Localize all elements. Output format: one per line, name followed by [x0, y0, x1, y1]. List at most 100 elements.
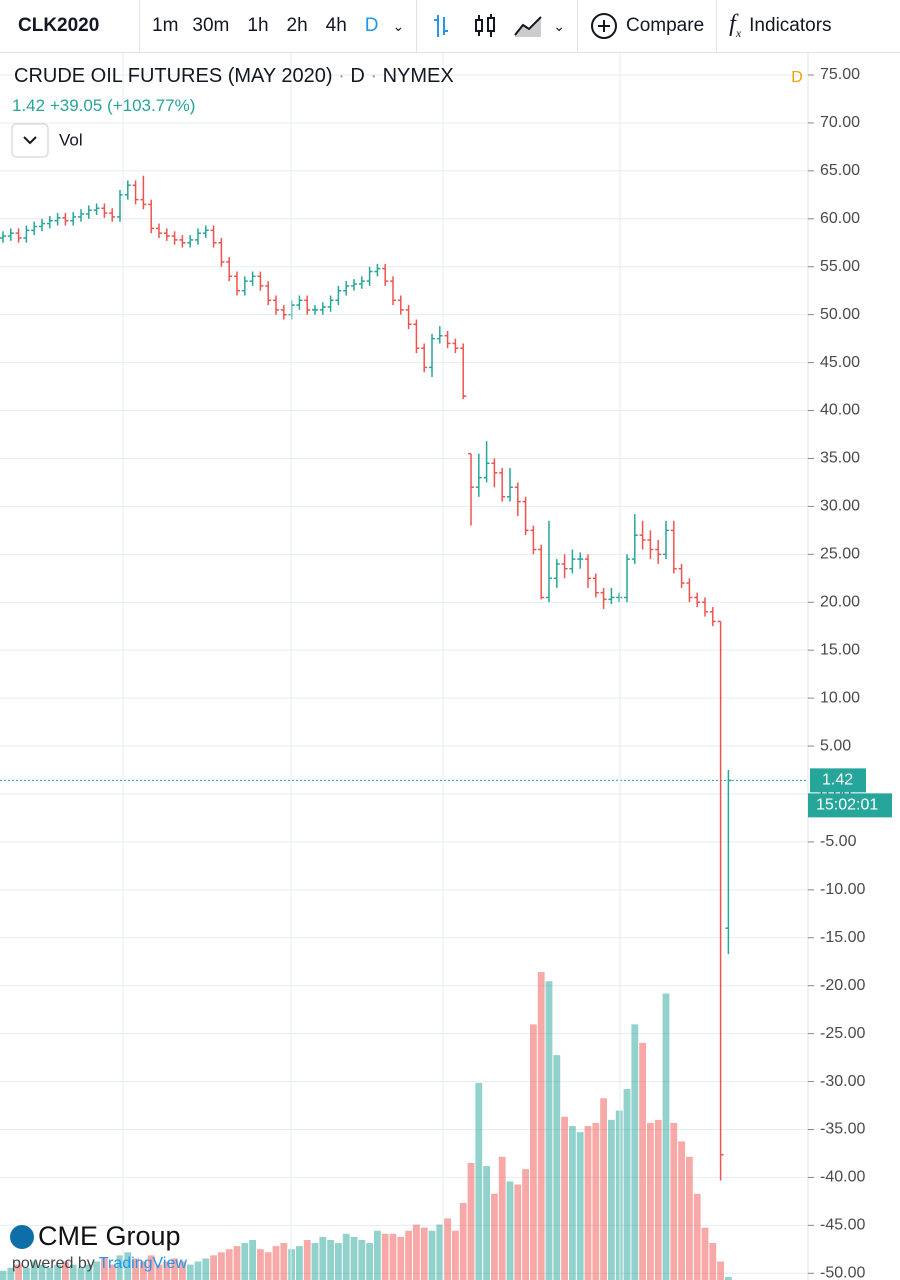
volume-bar	[147, 1255, 155, 1280]
collapse-button[interactable]	[11, 123, 49, 158]
volume-bar	[514, 1184, 522, 1280]
volume-bar	[101, 1258, 108, 1280]
volume-bar	[405, 1230, 412, 1280]
volume-bar	[506, 1181, 514, 1280]
powered: powered by	[12, 1255, 95, 1272]
volume-bar	[241, 1243, 249, 1280]
volume-bar	[69, 1264, 77, 1280]
volume-bar	[132, 1258, 139, 1280]
interval[interactable]: 1m	[152, 15, 179, 36]
volume-bar	[15, 1264, 22, 1280]
volume-bar	[483, 1166, 490, 1280]
y-tick-label: 40.00	[820, 402, 860, 419]
bars-icon[interactable]	[429, 11, 459, 41]
volume-bar	[62, 1261, 69, 1280]
volume-bar	[358, 1239, 366, 1280]
volume-bar	[311, 1243, 319, 1280]
volume-bar	[413, 1224, 420, 1280]
interval[interactable]: 1h	[247, 15, 269, 36]
volume-bar	[280, 1243, 288, 1280]
volume-bar	[584, 1126, 592, 1280]
volume-bar	[491, 1193, 498, 1280]
volume-bar	[288, 1249, 295, 1280]
interval[interactable]: 30m	[192, 15, 230, 36]
volume-bar	[561, 1116, 568, 1280]
y-tick-label: 50.00	[820, 306, 860, 323]
volume-bar	[647, 1122, 654, 1280]
chart-title: CRUDE OIL FUTURES (MAY 2020) · D · NYMEX	[14, 65, 454, 87]
separator	[716, 0, 718, 52]
logo-globe	[10, 1225, 34, 1249]
y-tick-label: -10.00	[820, 881, 865, 898]
symbol[interactable]: CLK2020	[0, 0, 140, 52]
volume-bar	[186, 1264, 194, 1280]
volume-bar	[717, 1261, 724, 1280]
volume-bar	[530, 1024, 537, 1280]
volume-bar	[615, 1110, 623, 1280]
area-icon[interactable]	[513, 11, 543, 41]
interval: D	[350, 65, 364, 87]
volume-bar	[85, 1264, 93, 1280]
volume-bar	[202, 1258, 210, 1280]
y-tick-label: -50.00	[820, 1265, 865, 1280]
separator	[577, 0, 578, 52]
volume-bar	[0, 1270, 7, 1280]
volume-bar	[436, 1224, 444, 1280]
y-tick-label: 75.00	[820, 66, 860, 83]
interval[interactable]: 2h	[286, 15, 308, 36]
volume-bar	[108, 1264, 116, 1280]
volume-bar	[140, 1261, 147, 1280]
indicators-button[interactable]: fx Indicators	[729, 11, 831, 41]
volume-bar	[272, 1246, 280, 1280]
volume-bar	[693, 1193, 701, 1280]
tradingview: TradingView	[99, 1255, 187, 1272]
volume-bar	[218, 1252, 225, 1280]
volume-bar	[93, 1261, 100, 1280]
volume-bar	[30, 1261, 38, 1280]
volume-bar	[194, 1261, 202, 1280]
powered-by: powered by TradingView	[12, 1255, 187, 1272]
dropdown[interactable]: ⌄	[553, 17, 565, 34]
toolbar: CLK2020 1m 30m 1h 2h 4h D ⌄ ⌄ Compare fx…	[0, 0, 900, 53]
y-tick-label: -15.00	[820, 929, 865, 946]
volume-bar	[576, 1132, 584, 1280]
volume-bar	[342, 1233, 350, 1280]
volume-bar	[545, 981, 553, 1280]
countdown-label: 15:02:01	[816, 797, 878, 814]
volume-bar	[600, 1098, 607, 1280]
volume-bar	[264, 1252, 272, 1280]
chevron	[23, 136, 37, 145]
volume-bar	[397, 1236, 405, 1280]
volume-bar	[444, 1218, 451, 1280]
y-tick-label: 30.00	[820, 498, 860, 515]
marker: D	[791, 69, 803, 86]
y-tick-label: 5.00	[820, 737, 851, 754]
fx-icon: fx	[729, 11, 742, 40]
volume-bar	[335, 1243, 342, 1280]
volume-bar	[381, 1233, 389, 1280]
y-tick-label: 70.00	[820, 114, 860, 131]
compare-button[interactable]: Compare	[590, 12, 704, 40]
volume-bar	[459, 1203, 467, 1280]
volume-bar	[38, 1264, 46, 1280]
candles-icon[interactable]	[471, 11, 501, 41]
y-tick-label: 15.00	[820, 641, 860, 658]
indicators-label: Indicators	[749, 14, 832, 36]
volume-bar	[366, 1243, 373, 1280]
volume-bar	[319, 1236, 327, 1280]
interval[interactable]: D	[364, 15, 379, 36]
y-tick-label: 45.00	[820, 354, 860, 371]
exchange: NYMEX	[383, 65, 454, 87]
separator	[416, 0, 418, 52]
volume-bar	[420, 1227, 428, 1280]
plus-icon	[591, 13, 617, 39]
dropdown[interactable]: ⌄	[392, 17, 405, 34]
volume-bar	[654, 1119, 662, 1280]
y-tick-label: 25.00	[820, 546, 860, 563]
interval[interactable]: 4h	[325, 15, 347, 36]
y-tick-label: -20.00	[820, 977, 865, 994]
volume-bar	[701, 1227, 709, 1280]
volume-bar	[7, 1267, 15, 1280]
volume-bar	[498, 1156, 506, 1280]
